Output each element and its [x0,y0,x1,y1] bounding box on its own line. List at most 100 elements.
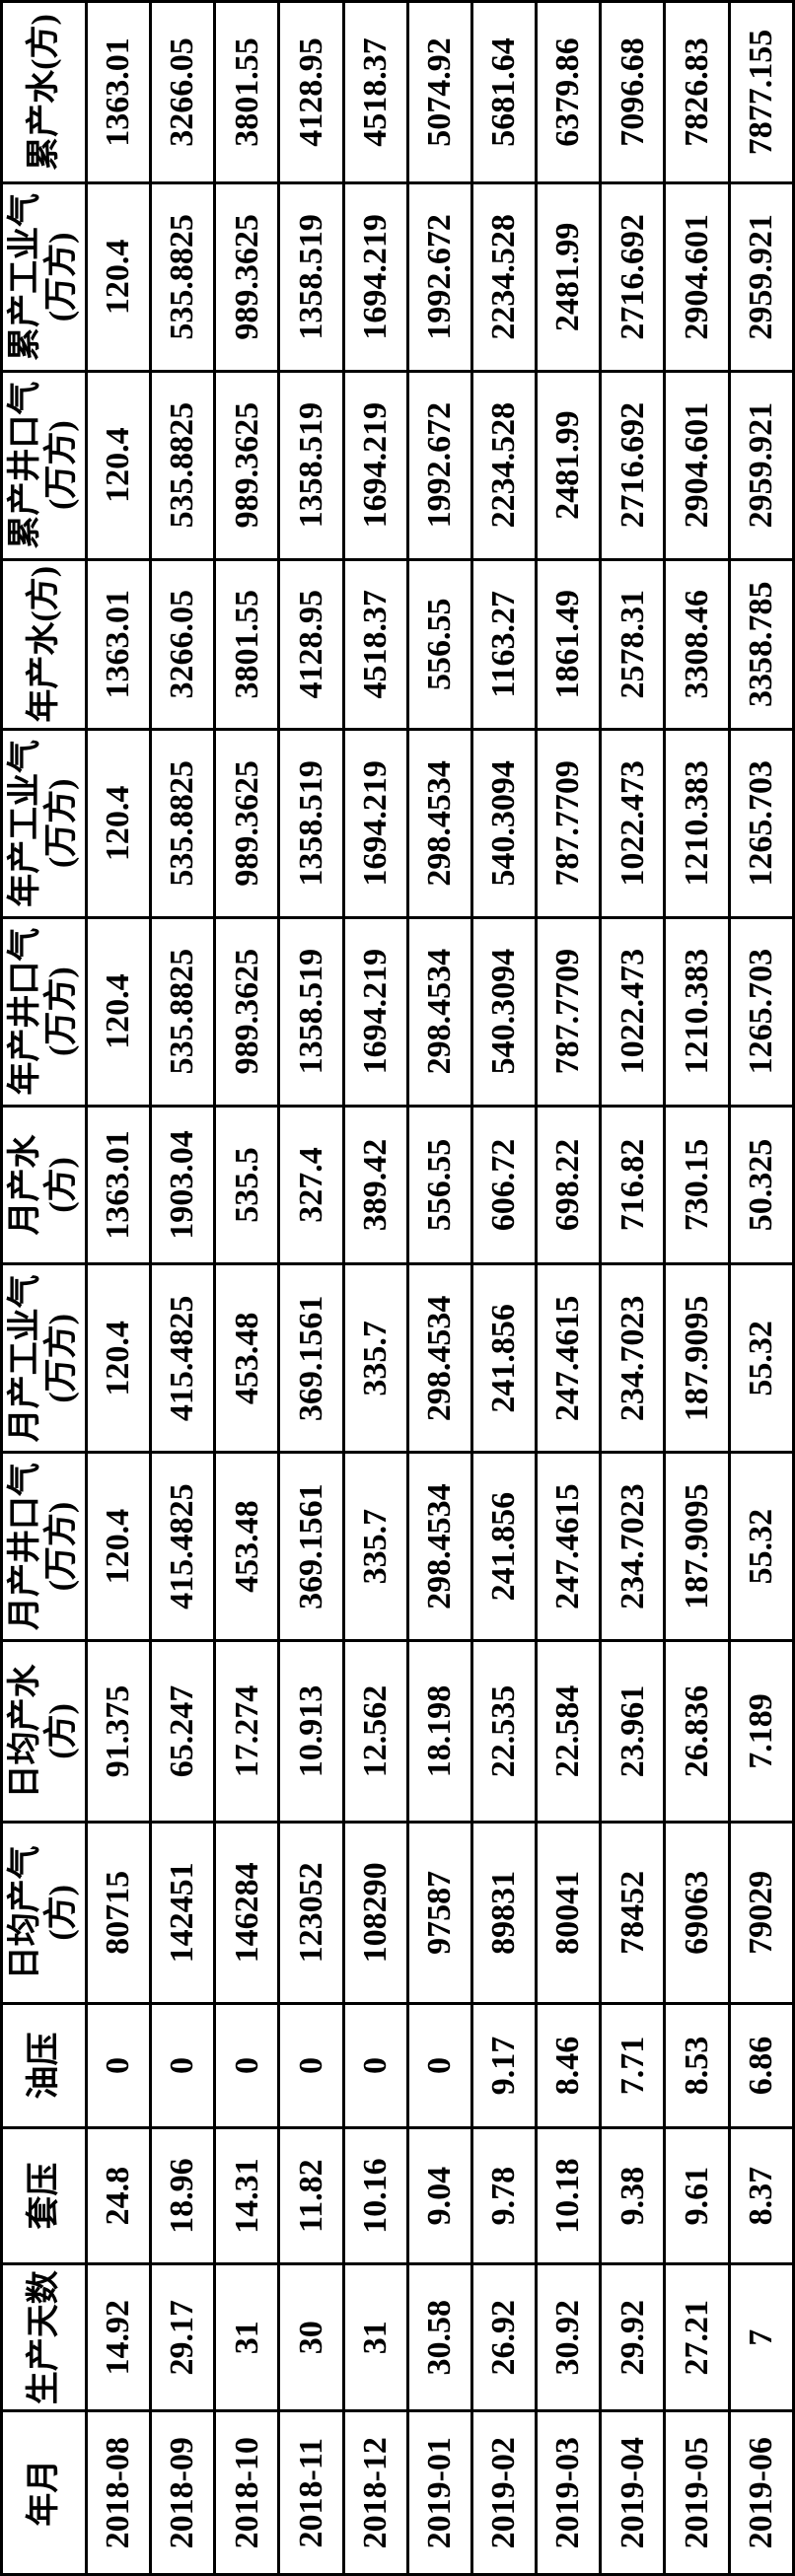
cell-mwg: 369.1561 [279,1453,343,1641]
table-row: 2018-103114.31014628417.274453.48453.485… [215,2,279,2575]
cell-mig: 369.1561 [279,1264,343,1453]
cell-days: 30.58 [407,2264,471,2411]
cell-ywg: 1022.473 [601,917,665,1106]
cell-cwg: 535.8825 [150,371,214,559]
cell-cig: 1358.519 [279,183,343,372]
col-header-op: 油压 [2,2003,87,2127]
cell-cw: 7877.155 [729,2,793,183]
cell-ywg: 298.4534 [407,917,471,1106]
cell-mig: 335.7 [343,1264,407,1453]
cell-days: 29.92 [601,2264,665,2411]
cell-mwg: 234.7023 [601,1453,665,1641]
cell-ywg: 120.4 [86,917,150,1106]
cell-yw: 4518.37 [343,559,407,729]
cell-days: 7 [729,2264,793,2411]
cell-cig: 2959.921 [729,183,793,372]
cell-cp: 10.16 [343,2128,407,2264]
cell-cig: 2904.601 [665,183,729,372]
cell-yig: 989.3625 [215,729,279,917]
col-header-days: 生产天数 [2,2264,87,2411]
cell-ywg: 1358.519 [279,917,343,1106]
cell-yig: 535.8825 [150,729,214,917]
cell-cw: 1363.01 [86,2,150,183]
cell-days: 31 [343,2264,407,2411]
cell-mig: 234.7023 [601,1264,665,1453]
cell-op: 0 [150,2003,214,2127]
cell-op: 0 [279,2003,343,2127]
cell-yw: 556.55 [407,559,471,729]
cell-ywg: 787.7709 [537,917,601,1106]
cell-yw: 4128.95 [279,559,343,729]
cell-op: 8.46 [537,2003,601,2127]
col-header-yw: 年产水(方) [2,559,87,729]
cell-yw: 3358.785 [729,559,793,729]
cell-op: 0 [407,2003,471,2127]
cell-dg: 69063 [665,1822,729,2003]
cell-ywg: 1210.383 [665,917,729,1106]
cell-yw: 2578.31 [601,559,665,729]
cell-mig: 298.4534 [407,1264,471,1453]
cell-cp: 9.78 [471,2128,536,2264]
table-row: 2018-123110.16010829012.562335.7335.7389… [343,2,407,2575]
cell-cp: 11.82 [279,2128,343,2264]
cell-mw: 1363.01 [86,1106,150,1264]
cell-cwg: 2716.692 [601,371,665,559]
cell-cp: 14.31 [215,2128,279,2264]
cell-dw: 91.375 [86,1640,150,1822]
cell-dw: 10.913 [279,1640,343,1822]
cell-mw: 606.72 [471,1106,536,1264]
cell-mwg: 415.4825 [150,1453,214,1641]
cell-cig: 120.4 [86,183,150,372]
cell-yig: 1358.519 [279,729,343,917]
cell-mwg: 335.7 [343,1453,407,1641]
cell-dw: 65.247 [150,1640,214,1822]
cell-op: 0 [343,2003,407,2127]
cell-cwg: 2904.601 [665,371,729,559]
col-header-mw: 月产水(方) [2,1106,87,1264]
cell-mw: 556.55 [407,1106,471,1264]
cell-mig: 453.48 [215,1264,279,1453]
table-row: 2019-0330.9210.188.468004122.584247.4615… [537,2,601,2575]
cell-cp: 24.8 [86,2128,150,2264]
table-row: 2018-0929.1718.96014245165.247415.482541… [150,2,214,2575]
cell-ywg: 989.3625 [215,917,279,1106]
cell-cwg: 989.3625 [215,371,279,559]
cell-dg: 142451 [150,1822,214,2003]
cell-days: 30 [279,2264,343,2411]
cell-mw: 50.325 [729,1106,793,1264]
cell-mw: 389.42 [343,1106,407,1264]
col-header-cp: 套压 [2,2128,87,2264]
cell-cwg: 2234.528 [471,371,536,559]
cell-ym: 2019-04 [601,2411,665,2575]
cell-mig: 247.4615 [537,1264,601,1453]
cell-op: 8.53 [665,2003,729,2127]
col-header-mwg: 月产井口气(万方) [2,1453,87,1641]
cell-yig: 298.4534 [407,729,471,917]
cell-mw: 327.4 [279,1106,343,1264]
cell-dw: 26.836 [665,1640,729,1822]
cell-dw: 23.961 [601,1640,665,1822]
cell-cwg: 1358.519 [279,371,343,559]
cell-yig: 1022.473 [601,729,665,917]
cell-yw: 3308.46 [665,559,729,729]
cell-dg: 89831 [471,1822,536,2003]
cell-op: 0 [215,2003,279,2127]
cell-yw: 3266.05 [150,559,214,729]
cell-dg: 80041 [537,1822,601,2003]
cell-cwg: 1694.219 [343,371,407,559]
cell-cig: 2716.692 [601,183,665,372]
cell-dg: 108290 [343,1822,407,2003]
table-row: 2019-0429.929.387.717845223.961234.70232… [601,2,665,2575]
cell-ym: 2019-05 [665,2411,729,2575]
table-body: 2018-0814.9224.808071591.375120.4120.413… [86,2,793,2575]
cell-dw: 22.535 [471,1640,536,1822]
cell-cig: 1694.219 [343,183,407,372]
cell-cw: 7826.83 [665,2,729,183]
cell-ym: 2019-02 [471,2411,536,2575]
cell-mig: 415.4825 [150,1264,214,1453]
cell-cw: 4128.95 [279,2,343,183]
cell-cp: 9.04 [407,2128,471,2264]
cell-mig: 241.856 [471,1264,536,1453]
cell-yig: 1210.383 [665,729,729,917]
cell-ym: 2018-12 [343,2411,407,2575]
